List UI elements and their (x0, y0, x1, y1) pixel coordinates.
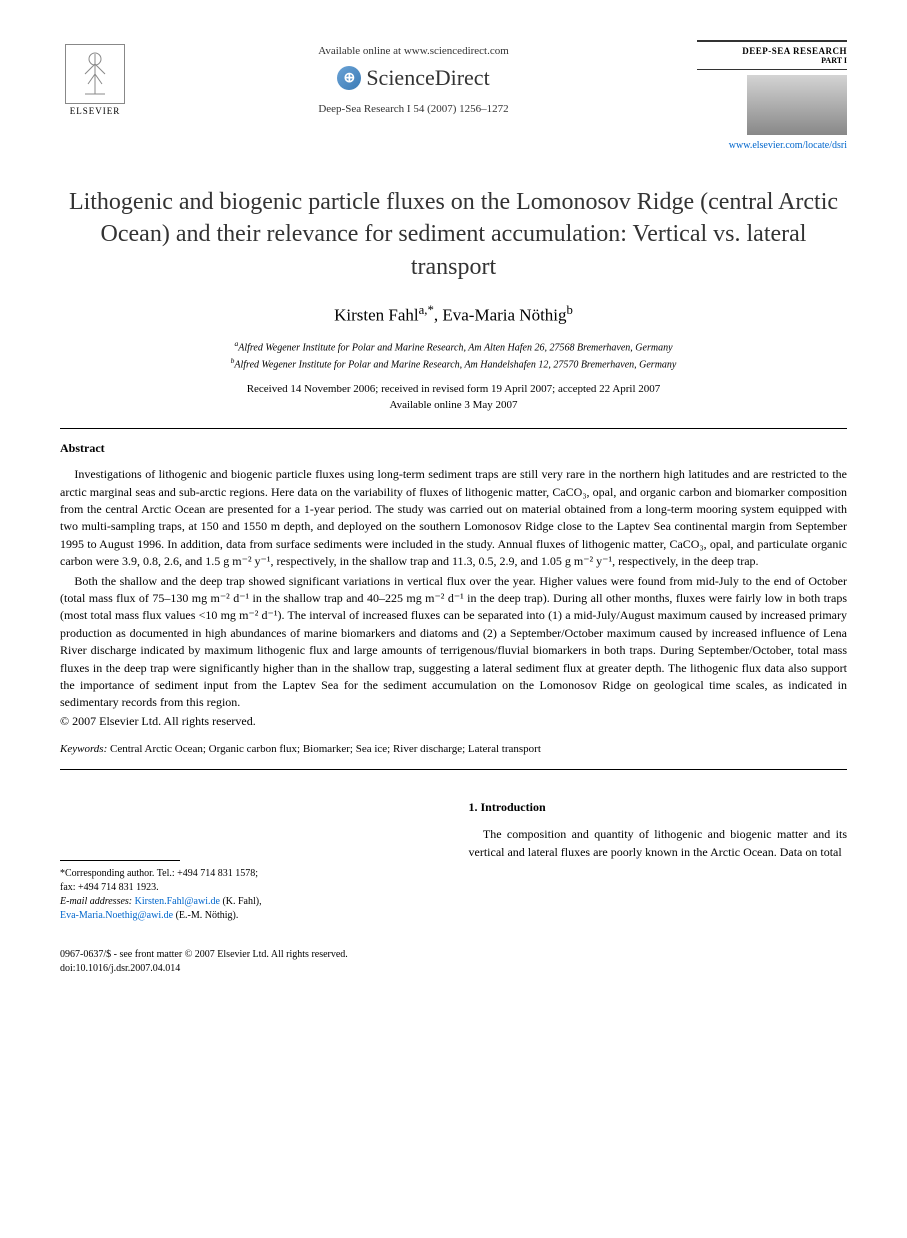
intro-text: The composition and quantity of lithogen… (469, 825, 848, 861)
author-2-affil: b (567, 303, 573, 317)
email-2-name: (E.-M. Nöthig). (173, 910, 238, 921)
author-1-name: Kirsten Fahl (334, 306, 419, 325)
journal-link[interactable]: www.elsevier.com/locate/dsri (697, 140, 847, 151)
elsevier-tree-icon (65, 44, 125, 104)
elsevier-logo: ELSEVIER (60, 40, 130, 120)
footer-line-1: 0967-0637/$ - see front matter © 2007 El… (60, 948, 847, 962)
sciencedirect-icon: ⊕ (337, 66, 361, 90)
right-header: DEEP-SEA RESEARCH PART I www.elsevier.co… (697, 40, 847, 151)
article-dates: Received 14 November 2006; received in r… (60, 382, 847, 413)
header-row: ELSEVIER Available online at www.science… (60, 40, 847, 151)
abstract-heading: Abstract (60, 441, 847, 456)
divider-bottom (60, 769, 847, 770)
keywords-label: Keywords: (60, 743, 107, 755)
author-2-name: , Eva-Maria Nöthig (434, 306, 567, 325)
abstract-paragraph-1: Investigations of lithogenic and biogeni… (60, 466, 847, 570)
received-date: Received 14 November 2006; received in r… (60, 382, 847, 397)
journal-part: PART I (697, 56, 847, 65)
left-column: *Corresponding author. Tel.: +494 714 83… (60, 800, 439, 923)
footnote-rule (60, 860, 180, 861)
article-title: Lithogenic and biogenic particle fluxes … (60, 186, 847, 283)
elsevier-label: ELSEVIER (70, 106, 121, 116)
journal-name: DEEP-SEA RESEARCH (697, 46, 847, 56)
email-line: E-mail addresses: Kirsten.Fahl@awi.de (K… (60, 895, 439, 909)
two-column-layout: *Corresponding author. Tel.: +494 714 83… (60, 800, 847, 923)
divider-top (60, 428, 847, 429)
copyright-text: © 2007 Elsevier Ltd. All rights reserved… (60, 714, 847, 729)
page-footer: 0967-0637/$ - see front matter © 2007 El… (60, 948, 847, 976)
right-column: 1. Introduction The composition and quan… (469, 800, 848, 923)
sciencedirect-text: ScienceDirect (366, 65, 489, 91)
keywords-block: Keywords: Central Arctic Ocean; Organic … (60, 743, 847, 755)
sciencedirect-brand: ⊕ ScienceDirect (130, 65, 697, 91)
abstract-paragraph-2: Both the shallow and the deep trap showe… (60, 573, 847, 712)
affiliation-b-text: Alfred Wegener Institute for Polar and M… (234, 359, 676, 370)
journal-reference: Deep-Sea Research I 54 (2007) 1256–1272 (130, 103, 697, 115)
journal-cover-block: DEEP-SEA RESEARCH PART I (697, 40, 847, 70)
email-1[interactable]: Kirsten.Fahl@awi.de (135, 896, 220, 907)
center-header: Available online at www.sciencedirect.co… (130, 40, 697, 115)
journal-cover-image (747, 75, 847, 135)
email-line-2: Eva-Maria.Noethig@awi.de (E.-M. Nöthig). (60, 909, 439, 923)
footnote-block: *Corresponding author. Tel.: +494 714 83… (60, 867, 439, 923)
online-date: Available online 3 May 2007 (60, 398, 847, 413)
fax-line: fax: +494 714 831 1923. (60, 881, 439, 895)
author-list: Kirsten Fahla,*, Eva-Maria Nöthigb (60, 303, 847, 326)
email-2[interactable]: Eva-Maria.Noethig@awi.de (60, 910, 173, 921)
keywords-text: Central Arctic Ocean; Organic carbon flu… (107, 743, 541, 755)
available-online-text: Available online at www.sciencedirect.co… (130, 45, 697, 57)
affiliation-a-text: Alfred Wegener Institute for Polar and M… (238, 342, 672, 353)
footer-doi: doi:10.1016/j.dsr.2007.04.014 (60, 962, 847, 976)
affiliation-b: bAlfred Wegener Institute for Polar and … (60, 355, 847, 372)
email-label: E-mail addresses: (60, 896, 132, 907)
affiliations: aAlfred Wegener Institute for Polar and … (60, 338, 847, 373)
email-1-name: (K. Fahl), (220, 896, 262, 907)
affiliation-a: aAlfred Wegener Institute for Polar and … (60, 338, 847, 355)
corresponding-author: *Corresponding author. Tel.: +494 714 83… (60, 867, 439, 881)
intro-heading: 1. Introduction (469, 800, 848, 815)
